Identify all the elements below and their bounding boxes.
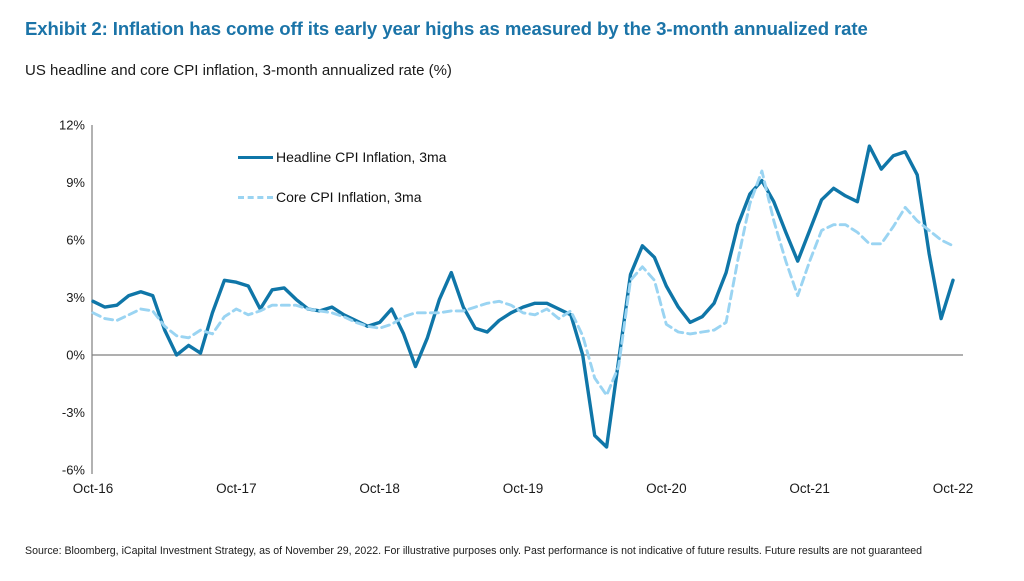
y-axis-tick-label: 6%	[66, 233, 85, 248]
y-axis-tick-label: -6%	[62, 463, 86, 478]
legend-label-core: Core CPI Inflation, 3ma	[276, 189, 422, 205]
y-axis-tick-label: -3%	[62, 405, 86, 420]
y-axis-tick-label: 9%	[66, 175, 85, 190]
x-axis-tick-label: Oct-21	[789, 481, 830, 496]
x-axis-tick-label: Oct-19	[503, 481, 544, 496]
legend-item-core: Core CPI Inflation, 3ma	[238, 186, 446, 208]
core-cpi-line	[91, 169, 955, 397]
y-axis-tick-label: 0%	[66, 348, 85, 363]
legend-item-headline: Headline CPI Inflation, 3ma	[238, 146, 446, 168]
x-axis-tick-label: Oct-20	[646, 481, 687, 496]
x-axis-tick-label: Oct-17	[216, 481, 257, 496]
x-axis-tick-label: Oct-22	[933, 481, 974, 496]
x-axis-tick-label: Oct-16	[73, 481, 114, 496]
headline-cpi-line	[91, 144, 955, 449]
y-axis-tick-label: 12%	[59, 118, 85, 133]
legend-label-headline: Headline CPI Inflation, 3ma	[276, 149, 447, 165]
y-axis-tick-label: 3%	[66, 290, 85, 305]
exhibit-title: Exhibit 2: Inflation has come off its ea…	[25, 18, 868, 39]
x-axis-tick-label: Oct-18	[359, 481, 400, 496]
core-line-swatch-icon	[238, 195, 273, 199]
chart-legend: Headline CPI Inflation, 3ma Core CPI Inf…	[238, 146, 446, 226]
source-note: Source: Bloomberg, iCapital Investment S…	[25, 545, 922, 557]
chart-subtitle: US headline and core CPI inflation, 3-mo…	[25, 62, 452, 79]
headline-line-swatch-icon	[238, 155, 273, 159]
